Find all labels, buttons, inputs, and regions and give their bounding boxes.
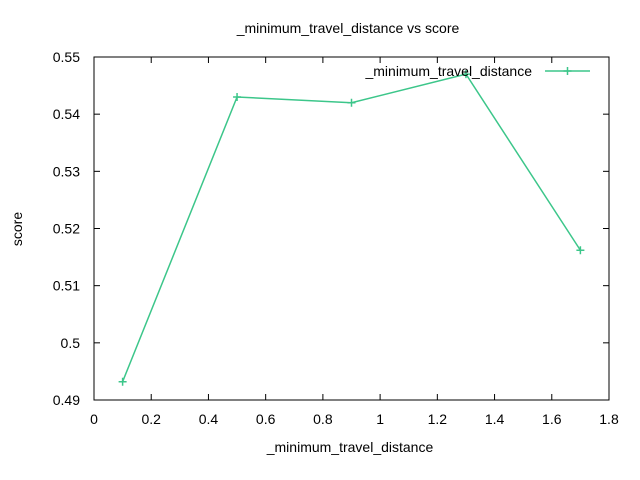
legend: _minimum_travel_distance	[364, 63, 590, 79]
y-tick-label: 0.51	[53, 278, 80, 294]
x-axis-label: _minimum_travel_distance	[266, 439, 434, 455]
x-tick-label: 1.6	[542, 411, 562, 427]
plot-area: 0 0.2 0.4 0.6 0.8 1 1.2 1.4 1.6 1.8 0.49 0.5 0.51 0.5…	[53, 49, 619, 427]
data-point	[118, 377, 127, 386]
y-tick-label: 0.49	[53, 392, 80, 408]
x-tick-label: 1	[376, 411, 384, 427]
data-point	[461, 70, 470, 79]
data-point	[347, 98, 356, 107]
series-line	[121, 73, 582, 382]
x-tick-label: 1.2	[428, 411, 448, 427]
plot-frame	[93, 56, 610, 401]
y-tick-label: 0.52	[53, 221, 80, 237]
y-tick-label: 0.55	[53, 49, 80, 65]
legend-marker	[563, 67, 572, 75]
legend-label: _minimum_travel_distance	[364, 63, 532, 79]
chart-title: _minimum_travel_distance vs score	[236, 20, 460, 36]
x-tick-label: 1.8	[599, 411, 619, 427]
data-point	[233, 93, 242, 102]
x-tick-label: 1.4	[485, 411, 505, 427]
y-tick-label: 0.5	[61, 335, 81, 351]
data-point	[576, 246, 585, 255]
x-tick-label: 0.6	[256, 411, 276, 427]
y-tick-label: 0.54	[53, 106, 80, 122]
x-tick-label: 0.4	[199, 411, 219, 427]
x-tick-label: 0	[90, 411, 98, 427]
y-axis-label: score	[9, 212, 25, 246]
x-tick-label: 0.8	[313, 411, 333, 427]
x-tick-label: 0.2	[141, 411, 161, 427]
y-tick-label: 0.53	[53, 163, 80, 179]
